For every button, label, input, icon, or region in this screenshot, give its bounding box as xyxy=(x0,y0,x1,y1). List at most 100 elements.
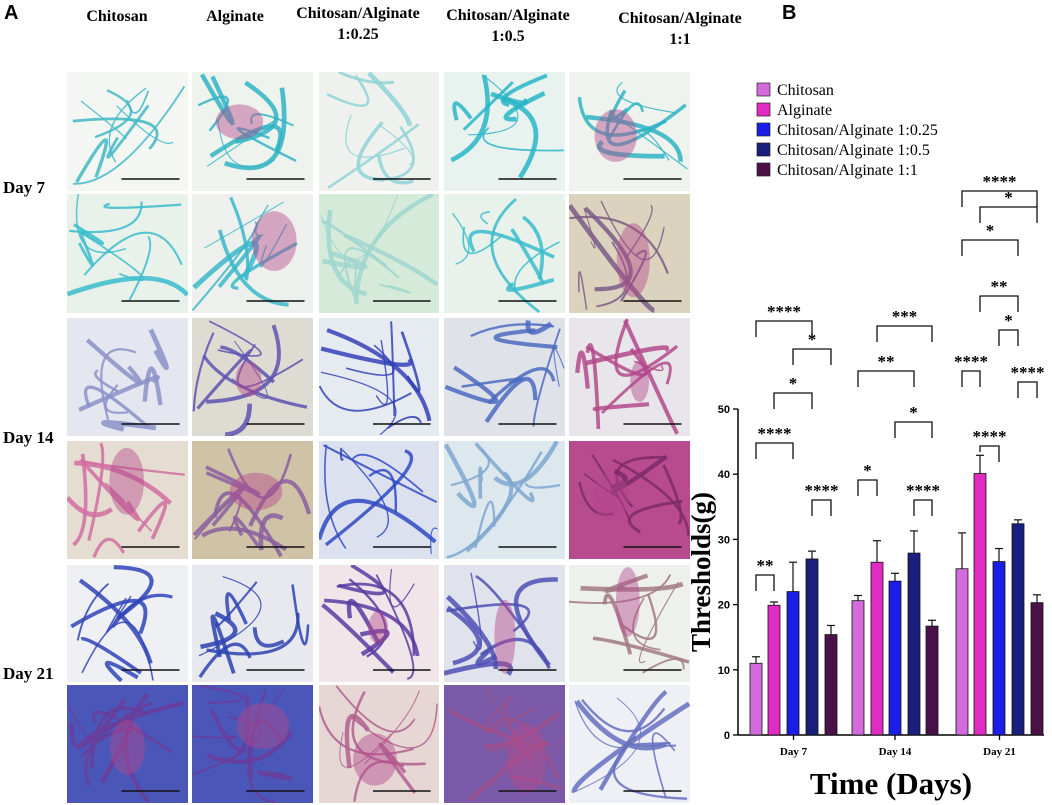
micrograph-tile xyxy=(67,194,188,313)
significance-bracket xyxy=(979,445,1000,462)
significance-label: **** xyxy=(983,172,1017,191)
significance-label: **** xyxy=(805,481,839,500)
y-tick-label: 50 xyxy=(718,404,730,416)
micrograph-image xyxy=(444,194,565,313)
micrograph-tile xyxy=(444,318,565,436)
micrograph-tile xyxy=(192,441,313,559)
micrograph-tile xyxy=(192,72,313,191)
bar xyxy=(786,591,800,736)
legend-label: Chitosan/Alginate 1:1 xyxy=(777,162,918,179)
legend-label: Chitosan/Alginate 1:0.5 xyxy=(777,142,930,159)
significance-bracket xyxy=(755,320,813,337)
significance-label: * xyxy=(909,403,918,422)
bar xyxy=(767,604,781,736)
column-header-line: Chitosan/Alginate xyxy=(446,7,570,24)
bar xyxy=(870,561,884,736)
micrograph-image xyxy=(67,318,188,436)
micrograph-tile xyxy=(319,441,439,559)
bar xyxy=(824,634,838,736)
micrograph-image xyxy=(192,318,313,436)
y-axis-title: Thresholds(g) xyxy=(690,492,716,652)
significance-label: ** xyxy=(991,277,1008,296)
micrograph-image xyxy=(569,318,690,436)
bar xyxy=(907,552,921,736)
micrograph-tile xyxy=(444,194,565,313)
micrograph-tile xyxy=(67,72,188,191)
micrograph-tile xyxy=(67,441,188,559)
bar xyxy=(749,662,763,736)
y-tick-label: 30 xyxy=(718,534,730,546)
legend-swatch xyxy=(756,142,771,157)
column-header-line: Chitosan/Alginate xyxy=(618,10,742,27)
significance-label: **** xyxy=(767,302,801,321)
significance-bracket xyxy=(894,421,933,438)
legend-swatch xyxy=(756,82,771,97)
micrograph-tile xyxy=(192,565,313,682)
significance-label: * xyxy=(1004,311,1013,330)
column-header-line: 1:0.25 xyxy=(337,26,379,43)
micrograph-tile xyxy=(67,318,188,436)
x-tick-label: Day 14 xyxy=(879,746,912,758)
micrograph-image xyxy=(319,318,439,436)
significance-label: ** xyxy=(878,352,895,371)
panel-label-a: A xyxy=(4,2,19,24)
column-header-2: Alginate xyxy=(155,6,315,27)
legend-label: Alginate xyxy=(777,102,832,119)
column-header-line: Alginate xyxy=(206,8,264,25)
significance-label: * xyxy=(863,461,872,480)
significance-label: *** xyxy=(892,307,918,326)
significance-label: ** xyxy=(757,556,774,575)
micrograph-tile xyxy=(319,685,439,803)
bar xyxy=(925,625,939,736)
significance-label: * xyxy=(808,330,817,349)
significance-bracket xyxy=(998,329,1019,346)
significance-bracket xyxy=(961,239,1019,256)
significance-label: **** xyxy=(906,481,940,500)
micrograph-image xyxy=(319,194,439,313)
x-tick-label: Day 21 xyxy=(983,746,1016,758)
column-header-4: Chitosan/Alginate 1:0.5 xyxy=(428,5,588,47)
legend-label: Chitosan/Alginate 1:0.25 xyxy=(777,122,938,139)
bar xyxy=(1030,602,1044,736)
micrograph-image xyxy=(192,72,313,191)
significance-label: **** xyxy=(758,424,792,443)
micrograph-image xyxy=(569,441,690,559)
micrograph-image xyxy=(319,441,439,559)
micrograph-tile xyxy=(444,685,565,803)
significance-bracket xyxy=(1017,381,1038,398)
micrograph-tile xyxy=(444,441,565,559)
row-label-day-7: Day 7 xyxy=(3,178,46,197)
micrograph-tile xyxy=(319,318,439,436)
micrograph-image xyxy=(319,565,439,682)
micrograph-image xyxy=(569,72,690,191)
micrograph-tile xyxy=(569,685,690,803)
micrograph-image xyxy=(444,72,565,191)
column-header-3: Chitosan/Alginate 1:0.25 xyxy=(278,3,438,45)
micrograph-tile xyxy=(569,72,690,191)
micrograph-image xyxy=(192,565,313,682)
bar xyxy=(992,561,1006,736)
significance-bracket xyxy=(979,295,1019,312)
significance-bracket xyxy=(792,348,832,365)
micrograph-image xyxy=(192,685,313,803)
significance-bracket xyxy=(811,499,832,516)
significance-bracket xyxy=(773,392,813,409)
micrograph-image xyxy=(444,441,565,559)
micrograph-image xyxy=(67,565,188,682)
bar xyxy=(851,600,865,736)
legend-swatch xyxy=(756,102,771,117)
significance-bracket xyxy=(755,442,794,459)
column-header-line: Chitosan/Alginate xyxy=(296,5,420,22)
micrograph-image xyxy=(319,685,439,803)
significance-bracket xyxy=(913,499,933,516)
x-tick-label: Day 7 xyxy=(780,746,808,758)
micrograph-image xyxy=(67,72,188,191)
micrograph-tile xyxy=(192,318,313,436)
bar xyxy=(888,580,902,736)
panel-label-b: B xyxy=(782,2,797,24)
micrograph-image xyxy=(569,194,690,313)
micrograph-image xyxy=(569,565,690,682)
micrograph-tile xyxy=(319,565,439,682)
significance-label: * xyxy=(986,221,995,240)
threshold-bar-chart: 0 10 20 30 40 50 Day 7 Day 14 Day 21 Thresholds(g… xyxy=(690,82,1045,801)
